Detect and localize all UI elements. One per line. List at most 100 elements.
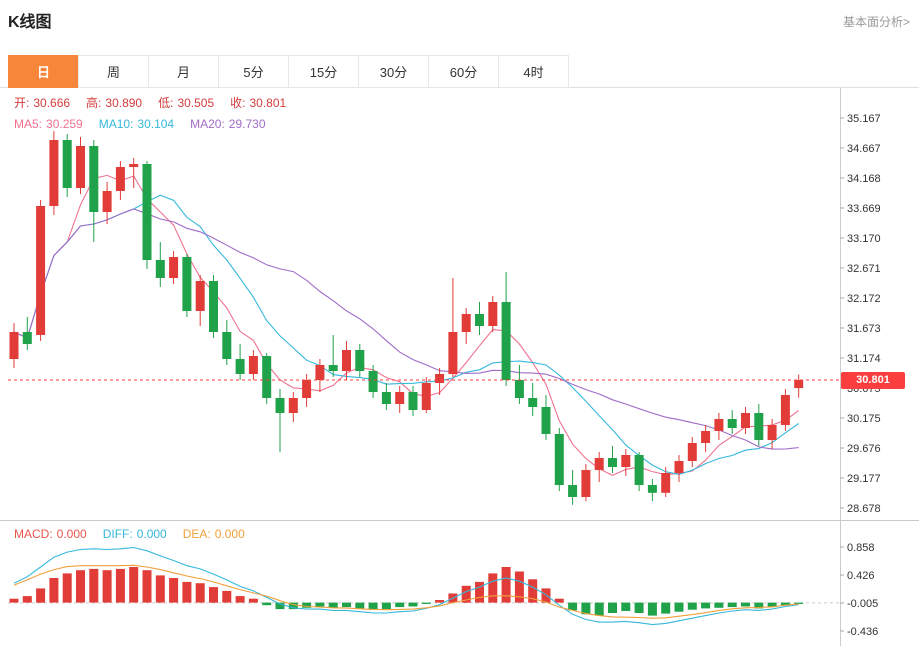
ma5-line: [13, 174, 800, 477]
legend-close-label: 收:: [230, 96, 246, 110]
candle-body: [634, 455, 644, 485]
macd-bar: [89, 568, 99, 603]
macd-axis-tick: 0.858: [847, 542, 875, 554]
price-axis-tick: 33.669: [847, 203, 881, 215]
period-tab-bar: 日周月 5分 15分 30分 60分 4时: [8, 55, 569, 88]
ma10-line: [13, 194, 800, 475]
candle-body: [687, 443, 697, 461]
macd-bar: [594, 602, 604, 616]
legend-low-value: 30.505: [177, 96, 215, 110]
legend-ma20: MA20: 29.730: [190, 117, 265, 131]
macd-bar: [727, 602, 737, 608]
legend-ma20-label: MA20:: [190, 117, 225, 131]
macd-bar: [275, 602, 285, 610]
candle-body: [395, 392, 405, 404]
candle-body: [554, 434, 564, 485]
legend-ma10: MA10: 30.104: [99, 117, 174, 131]
price-axis-tick: 29.676: [847, 443, 881, 455]
legend-diff-value: 0.000: [136, 527, 167, 541]
current-price-tag: 30.801: [841, 372, 905, 389]
candle-body: [568, 485, 578, 497]
candle-body: [235, 359, 245, 374]
macd-bar: [687, 602, 697, 610]
ma20-line: [13, 208, 799, 450]
macd-bar: [461, 585, 471, 603]
tab-5分[interactable]: 5分: [218, 55, 289, 88]
diff-line: [13, 546, 799, 626]
candle-body: [754, 413, 764, 440]
legend-ma5: MA5: 30.259: [14, 117, 83, 131]
tab-60分[interactable]: 60分: [428, 55, 499, 88]
macd-bar: [501, 567, 511, 603]
candle-body: [142, 164, 152, 260]
candle-body: [76, 146, 85, 188]
legend-dea-value: 0.000: [214, 527, 245, 541]
macd-bar: [621, 602, 631, 611]
legend-low: 低: 30.505: [158, 96, 214, 110]
macd-bar: [754, 602, 764, 609]
candle-body: [714, 419, 724, 431]
candle-body: [381, 392, 391, 404]
candle-body: [647, 485, 657, 493]
macd-legend: MACD: 0.000 DIFF: 0.000 DEA: 0.000: [14, 527, 261, 541]
price-chart-svg[interactable]: 35.167 34.667 34.168 33.669 33.170 32.671 32.1…: [0, 88, 919, 521]
macd-bar: [395, 602, 405, 608]
candle-body: [408, 392, 418, 410]
tab-月[interactable]: 月: [148, 55, 219, 88]
candle-body: [328, 365, 338, 371]
legend-dea-label: DEA:: [182, 527, 211, 541]
macd-bar: [421, 602, 431, 604]
tab-日[interactable]: 日: [8, 55, 79, 88]
macd-bar: [235, 596, 245, 603]
macd-bar: [342, 602, 351, 608]
candle-body: [368, 371, 378, 392]
macd-bar: [435, 600, 445, 603]
price-axis-tick: 34.667: [847, 143, 881, 155]
macd-bar: [328, 602, 338, 608]
candle-body: [169, 257, 179, 278]
candle-body: [501, 302, 511, 380]
legend-open-value: 30.666: [33, 96, 71, 110]
candle-body: [222, 332, 232, 359]
legend-open: 开: 30.666: [14, 96, 70, 110]
macd-bar: [9, 598, 19, 603]
macd-bar: [129, 567, 139, 603]
tab-4时[interactable]: 4时: [498, 55, 569, 88]
candle-body: [461, 314, 471, 332]
legend-ma20-value: 29.730: [228, 117, 266, 131]
macd-bar: [222, 590, 232, 603]
page-title: K线图: [8, 14, 52, 31]
legend-close: 收: 30.801: [230, 96, 286, 110]
macd-bar: [315, 602, 325, 607]
macd-bar: [608, 602, 617, 613]
candle-body: [115, 167, 125, 191]
candle-body: [288, 398, 298, 413]
candle-body: [9, 332, 19, 359]
macd-chart-svg[interactable]: 0.858 0.426 -0.005 -0.436: [0, 521, 919, 646]
macd-bar: [634, 602, 644, 613]
tab-周[interactable]: 周: [78, 55, 149, 88]
macd-bar: [647, 602, 657, 616]
macd-bars-group: [9, 567, 804, 616]
tab-15分[interactable]: 15分: [288, 55, 359, 88]
candle-body: [302, 380, 312, 398]
candle-body: [448, 332, 458, 374]
candle-body: [62, 140, 72, 188]
fundamental-analysis-link[interactable]: 基本面分析>: [842, 15, 910, 29]
candle-body: [475, 314, 484, 326]
price-axis-tick: 28.678: [847, 503, 881, 515]
tab-30分[interactable]: 30分: [358, 55, 429, 88]
legend-high-label: 高:: [86, 96, 102, 110]
legend-high-value: 30.890: [105, 96, 143, 110]
legend-macd-label: MACD:: [14, 527, 53, 541]
legend-high: 高: 30.890: [86, 96, 142, 110]
legend-ma5-label: MA5:: [14, 117, 43, 131]
macd-bar: [541, 588, 551, 603]
macd-bar: [302, 602, 312, 608]
macd-bar: [381, 602, 391, 610]
macd-bar: [780, 602, 790, 606]
price-axis-tick: 29.177: [847, 473, 881, 485]
candle-body: [794, 380, 804, 389]
macd-bar: [115, 568, 125, 603]
price-axis-tick: 31.673: [847, 323, 881, 335]
